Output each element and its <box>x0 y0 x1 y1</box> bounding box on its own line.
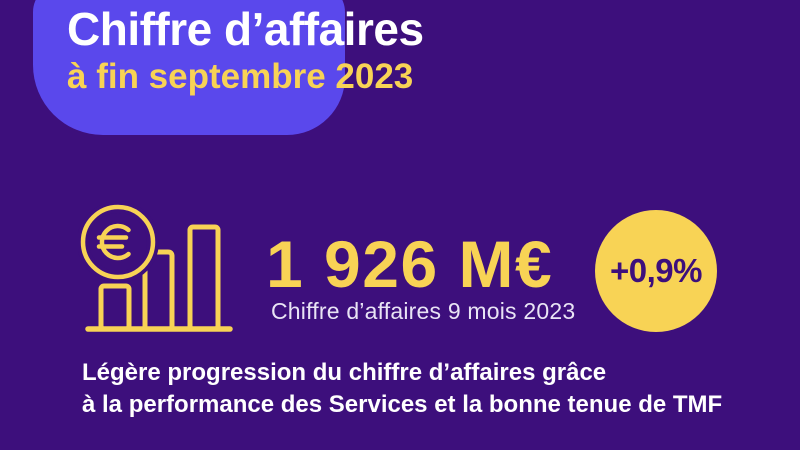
euro-bar-chart-icon <box>78 201 233 332</box>
description-line-2: à la performance des Services et la bonn… <box>82 390 723 418</box>
page-subtitle: à fin septembre 2023 <box>67 57 414 96</box>
kpi-value: 1 926 M€ <box>266 227 554 301</box>
growth-badge-value: +0,9% <box>610 252 703 289</box>
header-box <box>33 0 345 135</box>
description-line-1: Légère progression du chiffre d’affaires… <box>82 359 607 386</box>
page-title: Chiffre d’affaires <box>67 3 424 55</box>
description: Légère progression du chiffre d’affaires… <box>82 357 722 421</box>
growth-badge: +0,9% <box>595 210 717 332</box>
kpi-label: Chiffre d’affaires 9 mois 2023 <box>271 298 576 324</box>
